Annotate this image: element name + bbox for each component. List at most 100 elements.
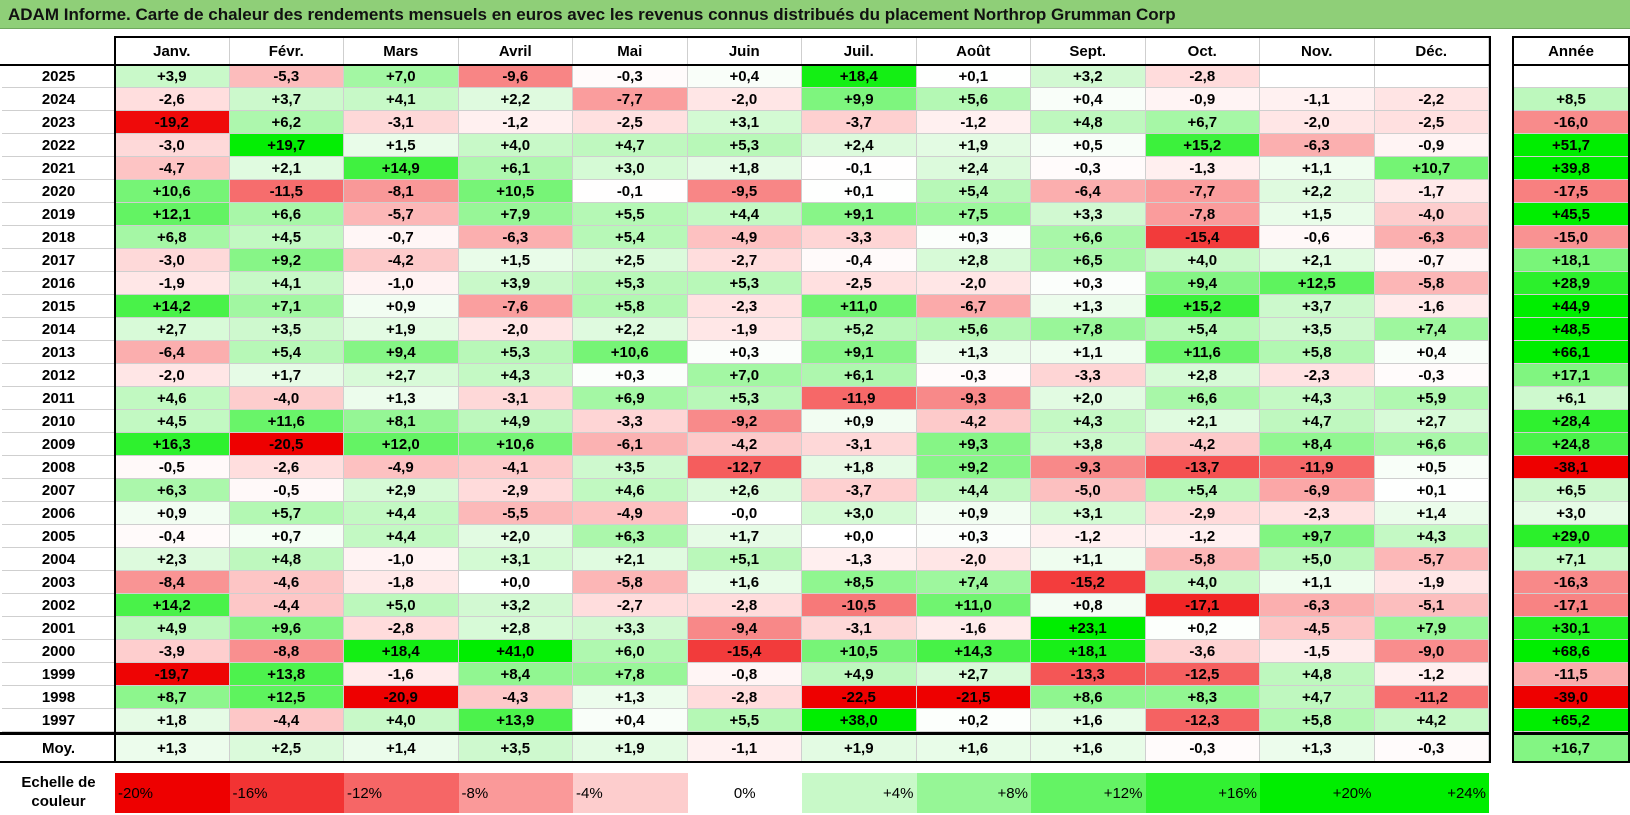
year-label: 1999 <box>2 663 115 686</box>
heatmap-cell: +2,8 <box>458 617 573 640</box>
annual-cell: -39,0 <box>1513 686 1629 709</box>
heatmap-cell: -1,9 <box>687 318 802 341</box>
heatmap-cell: +4,5 <box>229 226 344 249</box>
annual-cell: +51,7 <box>1513 134 1629 157</box>
scale-swatch: -20% <box>115 773 230 813</box>
heatmap-cell: +7,4 <box>916 571 1031 594</box>
heatmap-cell: +10,5 <box>802 640 917 663</box>
annual-cell: +28,4 <box>1513 410 1629 433</box>
heatmap-cell: +3,3 <box>573 617 688 640</box>
heatmap-cell: +1,8 <box>687 157 802 180</box>
month-header: Juin <box>688 37 802 65</box>
heatmap-cell: +0,3 <box>573 364 688 387</box>
heatmap-cell: +5,7 <box>229 502 344 525</box>
heatmap-cell: +1,3 <box>573 686 688 709</box>
heatmap-cell: -0,3 <box>573 65 688 88</box>
heatmap-cell: -1,9 <box>115 272 230 295</box>
heatmap-cell: +7,8 <box>1031 318 1146 341</box>
heatmap-cell: -6,3 <box>458 226 573 249</box>
heatmap-cell: -4,3 <box>458 686 573 709</box>
average-label: Moy. <box>41 740 76 757</box>
heatmap-cell: -6,7 <box>916 295 1031 318</box>
heatmap-cell: +3,5 <box>1260 318 1375 341</box>
scale-swatch: 0% <box>687 773 802 813</box>
heatmap-cell: -4,4 <box>229 594 344 617</box>
heatmap-cell: -1,6 <box>916 617 1031 640</box>
heatmap-cell: -12,7 <box>687 456 802 479</box>
year-label: 2019 <box>2 203 115 226</box>
heatmap-cell: +6,6 <box>1031 226 1146 249</box>
heatmap-cell: -0,9 <box>1145 88 1260 111</box>
year-label: 2003 <box>2 571 115 594</box>
year-label: 2015 <box>2 295 115 318</box>
heatmap-cell: +1,1 <box>1260 157 1375 180</box>
heatmap-cell: +5,8 <box>573 295 688 318</box>
heatmap-cell: +9,3 <box>916 433 1031 456</box>
heatmap-cell: -4,9 <box>573 502 688 525</box>
heatmap-cell: -3,0 <box>115 249 230 272</box>
heatmap-cell: +3,3 <box>1031 203 1146 226</box>
heatmap-cell: +5,4 <box>916 180 1031 203</box>
heatmap-cell: -9,6 <box>458 65 573 88</box>
heatmap-cell: -0,3 <box>1374 364 1489 387</box>
annual-cell: -17,1 <box>1513 594 1629 617</box>
heatmap-cell: -11,5 <box>229 180 344 203</box>
heatmap-cell: -2,0 <box>916 272 1031 295</box>
month-header: Nov. <box>1260 37 1375 65</box>
heatmap-cell: -12,5 <box>1145 663 1260 686</box>
heatmap-cell: +5,3 <box>458 341 573 364</box>
heatmap-cell: -13,7 <box>1145 456 1260 479</box>
annual-cell: -17,5 <box>1513 180 1629 203</box>
heatmap-cell: +5,5 <box>573 203 688 226</box>
heatmap-cell: +7,1 <box>229 295 344 318</box>
heatmap-cell: +7,9 <box>458 203 573 226</box>
heatmap-cell: +5,0 <box>1260 548 1375 571</box>
heatmap-cell: +3,9 <box>115 65 230 88</box>
heatmap-cell: +9,4 <box>1145 272 1260 295</box>
heatmap-cell: +1,6 <box>687 571 802 594</box>
heatmap-cell: -5,8 <box>1374 272 1489 295</box>
heatmap-cell: -2,6 <box>229 456 344 479</box>
heatmap-cell: -17,1 <box>1145 594 1260 617</box>
annual-cell: +6,1 <box>1513 387 1629 410</box>
heatmap-cell: -7,7 <box>573 88 688 111</box>
heatmap-cell: -8,1 <box>344 180 459 203</box>
heatmap-cell: +1,1 <box>1031 548 1146 571</box>
year-label: 2013 <box>2 341 115 364</box>
heatmap-cell: -19,2 <box>115 111 230 134</box>
heatmap-cell: -7,8 <box>1145 203 1260 226</box>
heatmap-cell: +18,4 <box>802 65 917 88</box>
heatmap-cell: -6,9 <box>1260 479 1375 502</box>
heatmap-cell: +4,0 <box>458 134 573 157</box>
heatmap-cell: +3,8 <box>1031 433 1146 456</box>
year-label: 2000 <box>2 640 115 663</box>
heatmap-cell: -3,1 <box>458 387 573 410</box>
heatmap-cell: +2,7 <box>115 318 230 341</box>
annual-cell: -38,1 <box>1513 456 1629 479</box>
heatmap-cell: -2,0 <box>916 548 1031 571</box>
annual-cell: +24,8 <box>1513 433 1629 456</box>
heatmap-cell: +7,0 <box>687 364 802 387</box>
heatmap-cell: -3,3 <box>573 410 688 433</box>
year-label: 2017 <box>2 249 115 272</box>
heatmap-cell: -1,2 <box>1145 525 1260 548</box>
heatmap-cell: -6,3 <box>1374 226 1489 249</box>
heatmap-cell: -2,0 <box>115 364 230 387</box>
year-label: 2001 <box>2 617 115 640</box>
heatmap-cell: -0,1 <box>573 180 688 203</box>
heatmap-cell: -3,1 <box>344 111 459 134</box>
page-title: ADAM Informe. Carte de chaleur des rende… <box>8 5 1176 24</box>
heatmap-cell: +2,1 <box>229 157 344 180</box>
heatmap-cell: -7,7 <box>1145 180 1260 203</box>
heatmap-cell: -1,0 <box>344 548 459 571</box>
average-cell: +1,9 <box>802 735 917 762</box>
average-cell: +1,4 <box>344 735 459 762</box>
year-label: 2011 <box>2 387 115 410</box>
average-cell: +3,5 <box>458 735 573 762</box>
month-header: Août <box>917 37 1031 65</box>
heatmap-cell: +2,2 <box>1260 180 1375 203</box>
heatmap-cell: +13,8 <box>229 663 344 686</box>
year-label: 2009 <box>2 433 115 456</box>
scale-swatch: -4% <box>573 773 688 813</box>
average-cell: +1,3 <box>115 735 230 762</box>
